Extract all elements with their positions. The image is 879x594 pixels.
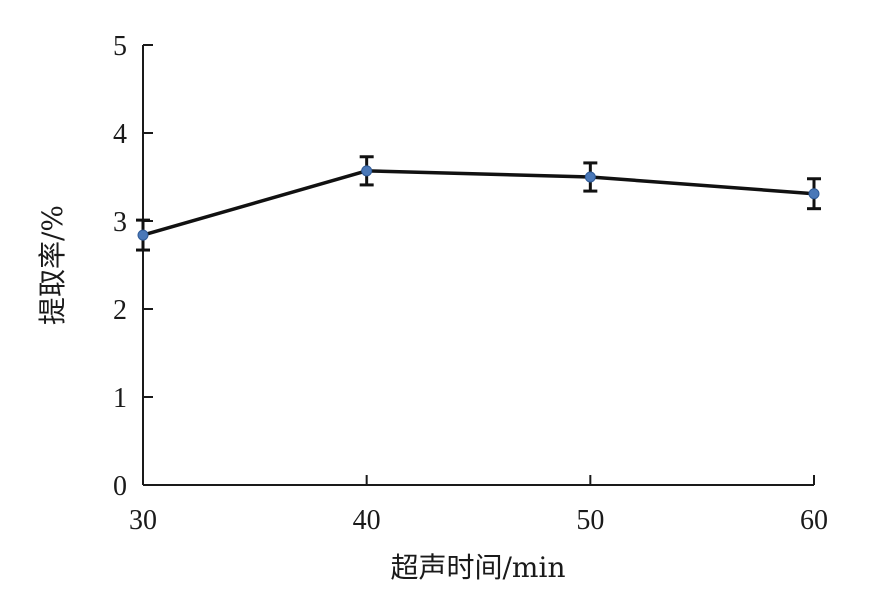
y-tick-label: 2 [113, 295, 127, 326]
y-tick-label: 0 [113, 471, 127, 502]
y-tick-label: 3 [113, 207, 127, 238]
series-group [136, 155, 821, 252]
x-axis-ticks: 30 40 50 60 [129, 475, 828, 536]
y-tick-label: 5 [113, 31, 127, 62]
series-line [142, 169, 815, 237]
data-point [808, 188, 820, 200]
x-axis-title: 超声时间/min [391, 551, 566, 584]
y-tick-label: 4 [113, 119, 127, 150]
data-point [584, 171, 596, 183]
x-tick-label: 50 [576, 505, 604, 536]
y-axis-ticks: 0 1 2 3 4 5 [113, 31, 153, 502]
x-tick-label: 60 [800, 505, 828, 536]
x-tick-label: 40 [353, 505, 381, 536]
data-point [137, 229, 149, 241]
x-tick-label: 30 [129, 505, 157, 536]
axes [142, 45, 814, 486]
y-axis-title: 提取率/% [36, 205, 69, 325]
data-point [361, 165, 373, 177]
y-tick-label: 1 [113, 383, 127, 414]
